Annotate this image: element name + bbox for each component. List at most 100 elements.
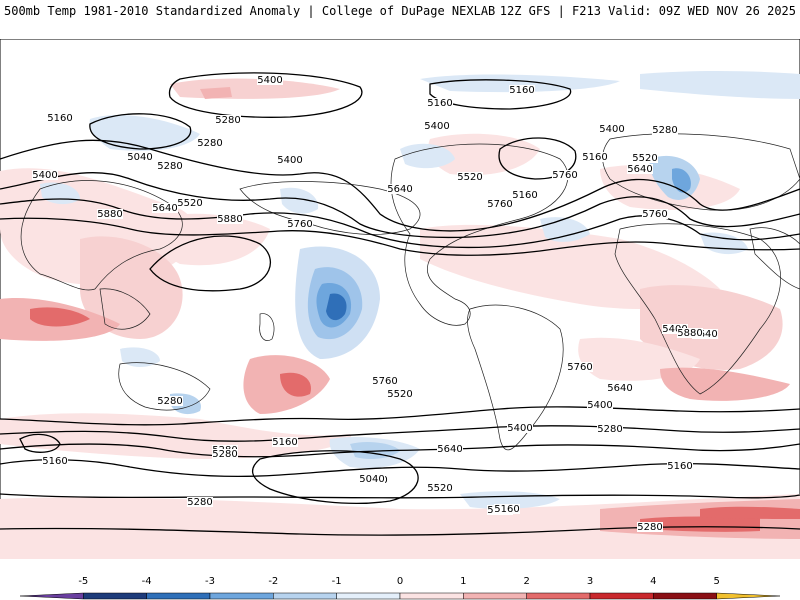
contour-label-bg xyxy=(197,138,223,148)
contour-label-bg xyxy=(507,423,533,433)
contour-label-bg xyxy=(427,98,453,108)
contour-label: 5760 xyxy=(487,199,512,210)
contour-label: 5400 xyxy=(257,75,282,86)
contour-label: 5040 xyxy=(359,474,384,485)
colorbar-tick-label: 4 xyxy=(650,576,656,587)
colorbar-swatch xyxy=(146,592,211,600)
contour-label: 5640 xyxy=(387,184,412,195)
contour-label-bg xyxy=(642,209,668,219)
colorbar-swatch xyxy=(336,592,401,600)
contour-label: 5040 xyxy=(127,152,152,163)
contour-label-bg xyxy=(359,474,385,484)
colorbar-tick-label: 2 xyxy=(523,576,529,587)
contour-label-bg xyxy=(212,449,238,459)
colorbar-swatch xyxy=(83,592,147,600)
contour-label-bg xyxy=(662,324,688,334)
contour-label: 5400 xyxy=(507,423,532,434)
contour-label: 5280 xyxy=(652,125,677,136)
contour-label: 5400 xyxy=(32,170,57,181)
colorbar-swatch xyxy=(399,592,464,600)
contour-label-bg xyxy=(287,219,313,229)
contour-label: 5160 xyxy=(47,113,72,124)
contour-label: 5880 xyxy=(217,214,242,225)
contour-label: 5400 xyxy=(599,124,624,135)
contour-label-bg xyxy=(582,152,608,162)
contour-label: 5280 xyxy=(597,424,622,435)
colorbar-tick-label: -5 xyxy=(78,576,88,587)
colorbar-ticks: -5 -4 -3 -2 -1 0 1 2 3 4 5 xyxy=(78,576,720,587)
contour-label-bg xyxy=(217,214,243,224)
world-map: 5400 5160 5280 5160 5160 5040 5400 5280 5400 5640… xyxy=(0,39,800,559)
contour-label-bg xyxy=(277,155,303,165)
contour-label-bg xyxy=(512,190,538,200)
contour-label: 5640 xyxy=(692,329,717,340)
contour-label: 5640 xyxy=(152,203,177,214)
contour-label-bg xyxy=(215,115,241,125)
contour-label: 5280 xyxy=(215,115,240,126)
contour-label-bg xyxy=(187,497,213,507)
contour-label-bg xyxy=(692,329,718,339)
colorbar-tick-label: -2 xyxy=(268,576,278,587)
contour-label-bg xyxy=(177,198,203,208)
contour-label-bg xyxy=(567,362,593,372)
contour-label: 5160 xyxy=(509,85,534,96)
colorbar-tick-label: -3 xyxy=(205,576,215,587)
contour-label: 5400 xyxy=(587,400,612,411)
contour-label-bg xyxy=(387,389,413,399)
colorbar-tick-label: 1 xyxy=(460,576,466,587)
contour-label: 5640 xyxy=(607,383,632,394)
contour-label: 5640 xyxy=(437,444,462,455)
contour-label-bg xyxy=(372,376,398,386)
colorbar-swatch xyxy=(463,592,527,600)
colorbar: -5 -4 -3 -2 -1 0 1 2 3 4 5 xyxy=(19,576,781,600)
contour-label-bg xyxy=(157,396,183,406)
colorbar-swatch xyxy=(209,592,274,600)
contour-label-bg xyxy=(32,170,58,180)
colorbar-swatch xyxy=(273,592,337,600)
contour-label-bg xyxy=(427,483,453,493)
contour-label-bg xyxy=(424,121,450,131)
contour-label: 5160 xyxy=(512,190,537,201)
colorbar-tick-label: 3 xyxy=(587,576,593,587)
contour-label: 5760 xyxy=(287,219,312,230)
contour-label: 5280 xyxy=(157,396,182,407)
contour-label-bg xyxy=(487,199,513,209)
contour-label: 5280 xyxy=(197,138,222,149)
height-contours xyxy=(0,72,800,536)
contour-label: 5520 xyxy=(387,389,412,400)
model-run-info: 12Z GFS | F213 Valid: 09Z WED NOV 26 202… xyxy=(499,4,796,18)
contour-label-bg xyxy=(97,209,123,219)
contour-label: 5760 xyxy=(552,170,577,181)
contour-label-bg xyxy=(632,153,658,163)
contour-label: 5160 xyxy=(42,456,67,467)
contour-label-bg xyxy=(437,444,463,454)
contour-label: 5160 xyxy=(582,152,607,163)
contour-label-bg xyxy=(652,125,678,135)
contour-label: 5520 xyxy=(177,198,202,209)
contour-label-bg xyxy=(599,124,625,134)
contour-label: 5400 xyxy=(662,324,687,335)
contour-label: 5400 xyxy=(277,155,302,166)
contour-label-bg xyxy=(272,437,298,447)
chart-title: 500mb Temp 1981-2010 Standardized Anomal… xyxy=(4,4,496,18)
colorbar-tick-label: 5 xyxy=(713,576,719,587)
contour-label-bg xyxy=(42,456,68,466)
contour-label-bg xyxy=(587,400,613,410)
contour-label: 5520 xyxy=(632,153,657,164)
contour-label: 5160 xyxy=(667,461,692,472)
contour-label: 5280 xyxy=(187,497,212,508)
colorbar-swatch xyxy=(589,592,654,600)
contour-label-bg xyxy=(677,328,703,338)
contour-label-bg xyxy=(597,424,623,434)
contour-label-bg xyxy=(152,203,178,213)
contour-label: 5520 xyxy=(427,483,452,494)
contour-label: 5880 xyxy=(97,209,122,220)
contour-label-bg xyxy=(552,170,578,180)
contour-label: 5280 xyxy=(637,522,662,533)
contour-label-bg xyxy=(157,161,183,171)
contour-label-bg xyxy=(387,184,413,194)
colorbar-swatch xyxy=(716,592,781,600)
contour-label: 5160 xyxy=(494,504,519,515)
contour-label: 5760 xyxy=(567,362,592,373)
colorbar-swatch xyxy=(19,592,84,600)
